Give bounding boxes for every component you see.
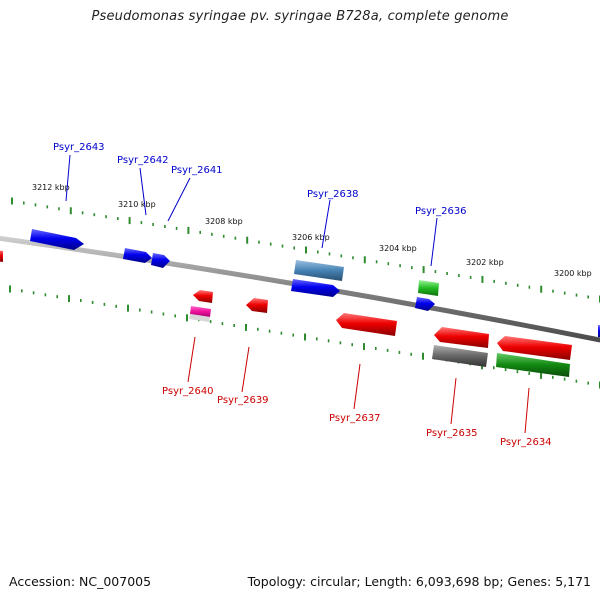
label-psyr-2634[interactable]: Psyr_2634 xyxy=(500,437,552,448)
scale-label-3202: 3202 kbp xyxy=(466,258,504,267)
label-psyr-2635[interactable]: Psyr_2635 xyxy=(426,428,478,439)
gene-psyr-2634[interactable] xyxy=(496,353,570,377)
gene-psyr-2635[interactable] xyxy=(432,345,488,367)
label-psyr-2637[interactable]: Psyr_2637 xyxy=(329,413,381,424)
scale-label-3210: 3210 kbp xyxy=(118,200,156,209)
gene-psyr-2639[interactable] xyxy=(246,298,268,313)
label-psyr-2638[interactable]: Psyr_2638 xyxy=(307,189,359,200)
reverse-genes xyxy=(189,290,572,377)
leader-psyr-2639 xyxy=(241,346,250,393)
map-title: Pseudomonas syringae pv. syringae B728a,… xyxy=(91,9,509,24)
gene-psyr-2641[interactable] xyxy=(151,253,170,268)
gene-steelblue-feature[interactable] xyxy=(294,260,344,281)
outer-tick-track xyxy=(11,197,600,303)
label-psyr-2641[interactable]: Psyr_2641 xyxy=(171,165,223,176)
leader-psyr-2636 xyxy=(430,217,438,267)
gene-psyr-2637[interactable] xyxy=(336,313,397,336)
gene-green-feature[interactable] xyxy=(418,280,439,296)
leader-lines xyxy=(65,154,530,434)
leader-psyr-2641 xyxy=(167,177,191,222)
leader-psyr-2637 xyxy=(353,363,361,410)
scale-labels: 3212 kbp 3210 kbp 3208 kbp 3206 kbp 3204… xyxy=(32,183,592,278)
label-psyr-2642[interactable]: Psyr_2642 xyxy=(117,155,169,166)
leader-psyr-2638 xyxy=(321,199,331,249)
label-psyr-2643[interactable]: Psyr_2643 xyxy=(53,142,105,153)
accession-text: Accession: NC_007005 xyxy=(9,574,152,589)
gene-pink-feature-shadow xyxy=(189,314,210,322)
gene-psyr-2638[interactable] xyxy=(291,279,340,297)
gene-labels: Psyr_2643 Psyr_2642 Psyr_2641 Psyr_2638 … xyxy=(53,142,552,448)
gene-left-edge[interactable] xyxy=(0,250,3,262)
gene-psyr-2640[interactable] xyxy=(193,290,213,303)
leader-psyr-2634 xyxy=(524,387,530,434)
gene-psyr-2635-upper[interactable] xyxy=(434,327,489,348)
gene-pink-feature[interactable] xyxy=(190,306,211,317)
scale-label-3206: 3206 kbp xyxy=(292,233,330,242)
gene-psyr-2636[interactable] xyxy=(415,297,435,311)
leader-psyr-2635 xyxy=(450,377,457,425)
scale-label-3200: 3200 kbp xyxy=(554,269,592,278)
leader-psyr-2643 xyxy=(65,154,71,202)
scale-label-3204: 3204 kbp xyxy=(379,244,417,253)
genome-summary-text: Topology: circular; Length: 6,093,698 bp… xyxy=(247,574,591,589)
gene-psyr-2642[interactable] xyxy=(123,248,152,263)
leader-psyr-2640 xyxy=(187,336,196,383)
gene-psyr-2634-upper[interactable] xyxy=(497,336,572,360)
gene-psyr-2643[interactable] xyxy=(30,229,84,250)
scale-label-3208: 3208 kbp xyxy=(205,217,243,226)
label-psyr-2636[interactable]: Psyr_2636 xyxy=(415,206,467,217)
scale-label-3212: 3212 kbp xyxy=(32,183,70,192)
forward-genes xyxy=(0,229,600,338)
inner-tick-track xyxy=(9,285,600,389)
leader-psyr-2642 xyxy=(139,167,147,216)
label-psyr-2640[interactable]: Psyr_2640 xyxy=(162,386,214,397)
label-psyr-2639[interactable]: Psyr_2639 xyxy=(217,395,269,406)
